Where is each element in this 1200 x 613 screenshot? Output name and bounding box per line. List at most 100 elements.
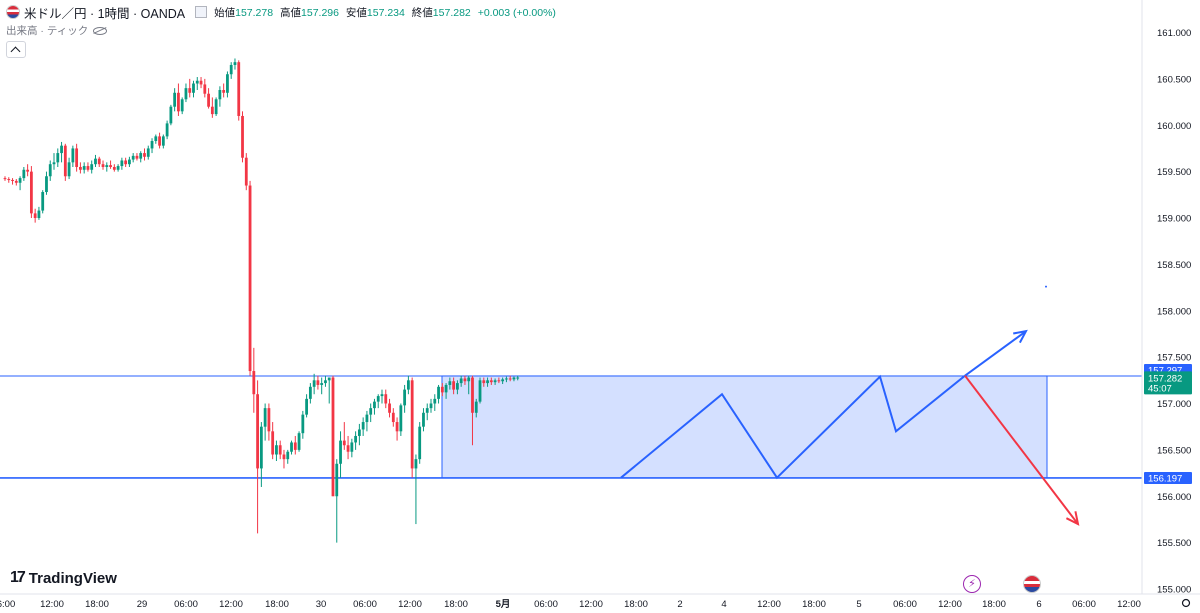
candle-body — [305, 398, 308, 415]
candle-body — [342, 440, 346, 446]
candle-body — [489, 380, 493, 383]
volume-indicator-legend[interactable]: 出来高 · ティック — [6, 23, 108, 38]
settings-gear-icon[interactable] — [1181, 598, 1191, 608]
candle — [82, 162, 86, 174]
candle-body — [482, 380, 486, 384]
candle-body — [229, 64, 233, 75]
up-arrow — [964, 329, 1028, 377]
candle — [79, 162, 82, 174]
time-tick-label: 12:00 — [1117, 599, 1141, 610]
candle — [342, 422, 346, 450]
time-tick-label: 06:00 — [534, 599, 558, 610]
candle-body — [365, 414, 369, 423]
candle — [282, 449, 286, 469]
candle — [376, 394, 380, 409]
candle — [418, 422, 422, 464]
candle-body — [312, 380, 316, 387]
candle — [256, 380, 259, 534]
time-tick-label: 18:00 — [265, 599, 289, 610]
candle — [290, 440, 293, 455]
candle-body — [373, 401, 376, 409]
candle-body — [448, 381, 452, 385]
candle-body — [94, 158, 97, 165]
candle-body — [11, 179, 14, 181]
candle — [48, 160, 52, 181]
candle — [222, 83, 226, 98]
candle-body — [146, 148, 150, 157]
candle — [512, 376, 516, 382]
candle — [41, 190, 45, 214]
candle — [184, 83, 188, 103]
candle — [406, 375, 410, 395]
candle — [293, 435, 297, 455]
candle-body — [271, 431, 275, 455]
candle — [403, 384, 407, 413]
candle-body — [22, 169, 26, 179]
tradingview-logo[interactable]: 17 TradingView — [10, 569, 117, 587]
time-tick-label: 4 — [721, 599, 726, 610]
collapse-legend-button[interactable] — [6, 41, 26, 58]
time-tick-label: 12:00 — [40, 599, 64, 610]
candle-body — [297, 433, 301, 450]
time-tick-label: 5月 — [496, 599, 511, 610]
candle — [71, 145, 75, 167]
candle-body — [354, 435, 358, 443]
symbol-title[interactable]: 米ドル／円 · 1時間 · OANDA — [24, 6, 186, 21]
candle — [86, 162, 90, 172]
candle — [177, 83, 180, 116]
candle-body — [263, 408, 267, 427]
candle-body — [233, 62, 237, 65]
candle-body — [7, 179, 11, 181]
hidden-eye-icon[interactable] — [93, 26, 108, 35]
candle — [410, 377, 414, 478]
volume-label: 出来高 · ティック — [6, 25, 89, 37]
candle-body — [459, 378, 463, 384]
time-tick-label: 12:00 — [579, 599, 603, 610]
down-arrow — [964, 375, 1080, 526]
candle — [331, 375, 335, 497]
candle-body — [82, 166, 86, 170]
candle — [493, 378, 497, 385]
candle-body — [45, 176, 48, 193]
time-tick-label: 06:00 — [174, 599, 198, 610]
lightning-bolt-icon[interactable]: ⚡ — [963, 575, 981, 593]
candle-body — [444, 384, 448, 393]
candle-body — [467, 377, 471, 382]
candle — [478, 377, 482, 404]
candle — [128, 156, 131, 167]
candle — [312, 373, 316, 395]
candle — [354, 431, 358, 450]
candle-body — [241, 115, 244, 158]
candle-body — [154, 136, 158, 142]
time-tick-label: 6:00 — [0, 599, 15, 610]
line-price-tag — [1144, 471, 1192, 484]
us-flag-icon[interactable] — [1023, 575, 1041, 593]
candle-body — [346, 445, 350, 452]
candle-body — [244, 157, 248, 186]
candle-body — [357, 429, 361, 436]
time-tick-label: 18:00 — [802, 599, 826, 610]
time-tick-label: 5 — [856, 599, 861, 610]
price-tick-label: 159.000 — [1157, 214, 1191, 225]
candle — [275, 440, 278, 462]
candle-body — [395, 422, 399, 432]
up-arrow-head — [1013, 329, 1028, 344]
candle — [471, 375, 474, 446]
candle — [218, 86, 222, 107]
candle — [233, 58, 237, 70]
symbol-square-icon[interactable] — [195, 6, 208, 18]
candle — [135, 153, 139, 161]
candle-body — [501, 379, 505, 382]
price-tick-label: 155.000 — [1157, 585, 1191, 596]
candle-body — [128, 159, 131, 165]
time-tick-label: 30 — [316, 599, 327, 610]
candle — [60, 141, 63, 163]
candle — [327, 377, 331, 404]
candle-body — [218, 90, 222, 100]
candle — [146, 145, 150, 160]
candle — [324, 375, 327, 387]
high-label: 高値 — [280, 6, 302, 19]
candle — [271, 422, 275, 460]
candle-body — [463, 378, 467, 382]
